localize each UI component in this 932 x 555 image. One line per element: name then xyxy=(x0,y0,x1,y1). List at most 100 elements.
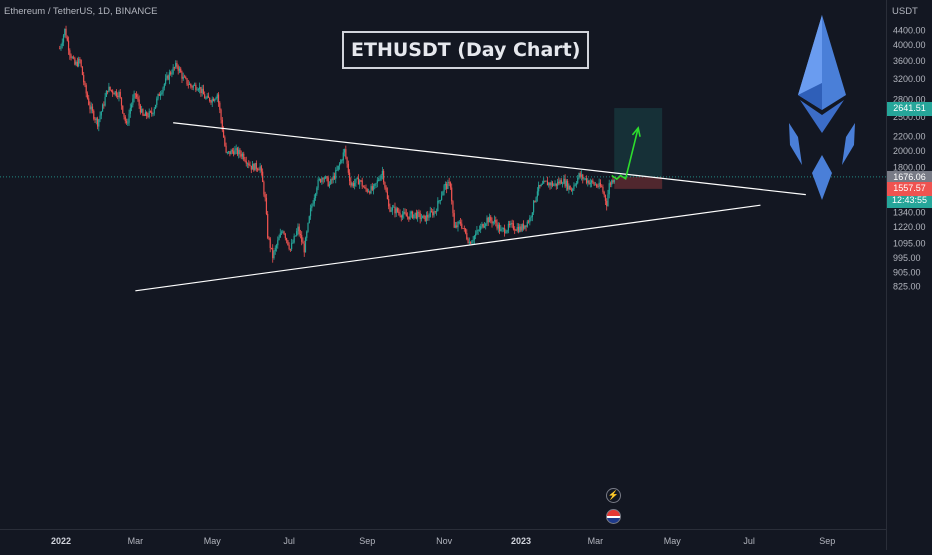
candle-body xyxy=(114,91,116,95)
candle-body xyxy=(493,219,496,222)
candle xyxy=(273,250,275,260)
candle xyxy=(125,118,128,125)
candle xyxy=(277,236,279,249)
candle xyxy=(85,83,87,98)
candle-body xyxy=(565,180,567,187)
candle-body xyxy=(534,200,536,202)
candle-body xyxy=(75,61,77,65)
candle xyxy=(613,179,615,184)
candle-body xyxy=(129,107,131,114)
candle-body xyxy=(236,148,239,155)
candle-body xyxy=(171,73,173,75)
candle-body xyxy=(265,197,268,215)
candle-body xyxy=(461,223,463,229)
candle xyxy=(81,66,84,76)
candle-body xyxy=(573,185,575,190)
candle xyxy=(188,81,191,86)
candle-body xyxy=(248,163,250,166)
candle-body xyxy=(410,211,412,214)
candle-body xyxy=(267,214,269,238)
candle-body xyxy=(545,180,547,182)
x-tick-label: 2023 xyxy=(511,536,531,546)
candle-body xyxy=(108,86,110,92)
candle xyxy=(268,236,270,241)
candle-body xyxy=(486,217,488,224)
candle xyxy=(221,117,223,133)
candle xyxy=(395,206,397,217)
candle xyxy=(230,148,232,155)
candle-body xyxy=(356,177,358,179)
candle xyxy=(539,184,541,189)
x-tick-label: Nov xyxy=(436,536,453,546)
candle xyxy=(422,215,424,219)
candle-body xyxy=(335,170,337,179)
candle xyxy=(139,103,141,115)
candle xyxy=(533,200,535,216)
price-tag-text: 2641.51 xyxy=(893,102,926,113)
candle xyxy=(294,235,297,237)
candle-body xyxy=(249,165,251,167)
candle-body xyxy=(306,231,308,238)
candle-body xyxy=(197,89,199,91)
candle xyxy=(298,223,300,237)
candle-body xyxy=(137,97,139,100)
candle xyxy=(458,219,460,225)
candle-body xyxy=(177,66,179,71)
candle xyxy=(280,230,283,236)
candle xyxy=(486,215,488,227)
candle xyxy=(90,102,92,114)
candle xyxy=(132,94,134,108)
candle-body xyxy=(341,160,343,162)
candle-body xyxy=(250,165,252,170)
candle-body xyxy=(554,183,556,185)
us-flag-event-icon[interactable] xyxy=(605,509,621,524)
candle-body xyxy=(506,230,508,233)
candle-body xyxy=(482,224,484,228)
candle-body xyxy=(590,180,593,183)
candle xyxy=(336,165,338,171)
candle xyxy=(461,219,463,230)
candle xyxy=(371,182,373,192)
candle-body xyxy=(193,84,196,86)
candle-body xyxy=(438,200,440,202)
candle-body xyxy=(330,179,332,185)
candle-body xyxy=(567,180,569,190)
candle xyxy=(123,112,125,120)
candle xyxy=(516,223,518,233)
candle-body xyxy=(296,231,298,236)
lightning-event-icon[interactable]: ⚡ xyxy=(605,488,621,503)
candle xyxy=(148,108,150,119)
candle-body xyxy=(433,211,435,216)
candle-body xyxy=(316,187,318,194)
candle-body xyxy=(104,96,106,106)
candle xyxy=(238,146,240,159)
candle-body xyxy=(417,211,419,219)
candle-body xyxy=(404,211,406,214)
candle-body xyxy=(478,229,481,231)
candle-body xyxy=(159,94,162,96)
candle xyxy=(578,172,580,180)
candle-body xyxy=(231,150,233,152)
candle-body xyxy=(269,238,271,248)
candle-body xyxy=(448,181,450,183)
y-tick-label: 905.00 xyxy=(893,267,921,277)
candle-body xyxy=(183,76,186,78)
candle xyxy=(304,236,307,253)
candle xyxy=(559,178,561,186)
logo-facet-bottom xyxy=(798,83,822,110)
candle-body xyxy=(466,233,468,239)
candle-body xyxy=(146,112,148,117)
candle xyxy=(105,90,107,98)
candle-body xyxy=(588,180,590,185)
candle-body xyxy=(497,224,499,229)
candle-body xyxy=(151,111,153,115)
candle-body xyxy=(477,230,479,232)
candle xyxy=(544,180,546,183)
candle xyxy=(439,199,441,205)
candle xyxy=(531,212,533,222)
candle xyxy=(409,210,411,221)
candle-body xyxy=(235,148,237,150)
candle xyxy=(391,205,394,215)
candle xyxy=(154,104,157,110)
